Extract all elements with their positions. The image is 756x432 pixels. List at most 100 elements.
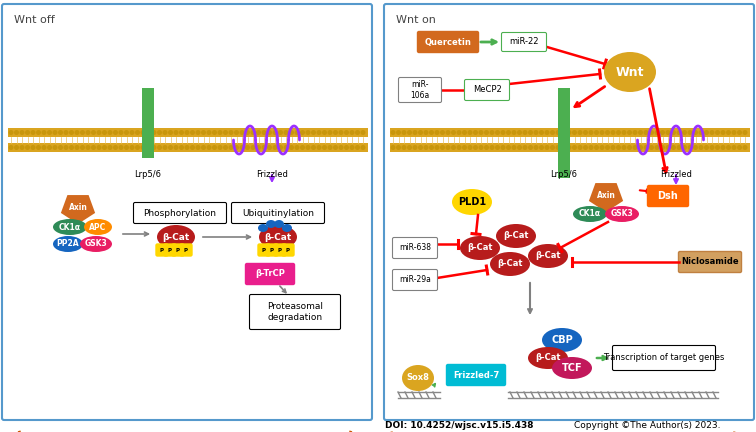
Text: β-Cat: β-Cat xyxy=(497,260,522,269)
Circle shape xyxy=(600,130,605,135)
Circle shape xyxy=(42,130,47,135)
Circle shape xyxy=(212,145,217,150)
Text: Phosphorylation: Phosphorylation xyxy=(144,209,216,217)
Circle shape xyxy=(284,145,289,150)
Circle shape xyxy=(245,130,250,135)
Circle shape xyxy=(588,145,593,150)
Circle shape xyxy=(267,145,272,150)
Text: Frizzled: Frizzled xyxy=(660,170,692,179)
Circle shape xyxy=(333,145,338,150)
Text: Wnt: Wnt xyxy=(615,66,644,79)
Text: Quercetin: Quercetin xyxy=(425,38,472,47)
Circle shape xyxy=(517,145,522,150)
Circle shape xyxy=(544,145,550,150)
Text: Lrp5/6: Lrp5/6 xyxy=(550,170,578,179)
Text: APC: APC xyxy=(89,222,107,232)
Text: DOI: 10.4252/wjsc.v15.i5.438: DOI: 10.4252/wjsc.v15.i5.438 xyxy=(385,420,537,429)
Circle shape xyxy=(250,130,256,135)
Circle shape xyxy=(643,130,649,135)
Circle shape xyxy=(522,130,528,135)
FancyBboxPatch shape xyxy=(258,244,270,256)
Circle shape xyxy=(638,145,643,150)
Circle shape xyxy=(467,145,472,150)
Circle shape xyxy=(737,145,742,150)
Circle shape xyxy=(36,130,41,135)
Circle shape xyxy=(119,130,123,135)
Circle shape xyxy=(517,130,522,135)
Circle shape xyxy=(627,145,632,150)
Circle shape xyxy=(300,145,305,150)
Ellipse shape xyxy=(528,244,568,268)
Circle shape xyxy=(267,130,272,135)
Circle shape xyxy=(401,130,407,135)
Circle shape xyxy=(665,145,671,150)
Circle shape xyxy=(660,145,665,150)
Circle shape xyxy=(583,130,588,135)
Ellipse shape xyxy=(80,236,112,252)
Circle shape xyxy=(605,130,610,135)
Text: P: P xyxy=(286,248,290,252)
Text: Ubiquitinylation: Ubiquitinylation xyxy=(242,209,314,217)
Circle shape xyxy=(396,145,401,150)
Ellipse shape xyxy=(490,252,530,276)
Text: P: P xyxy=(168,248,172,252)
Circle shape xyxy=(278,145,283,150)
Text: Wnt off: Wnt off xyxy=(14,15,54,25)
Circle shape xyxy=(709,130,714,135)
Circle shape xyxy=(445,145,451,150)
Bar xyxy=(390,128,750,137)
Circle shape xyxy=(489,145,494,150)
Circle shape xyxy=(129,130,135,135)
Ellipse shape xyxy=(282,224,292,232)
Circle shape xyxy=(737,130,742,135)
FancyBboxPatch shape xyxy=(246,264,295,285)
Circle shape xyxy=(107,130,113,135)
Circle shape xyxy=(8,145,14,150)
Circle shape xyxy=(506,145,511,150)
Text: P: P xyxy=(278,248,282,252)
Circle shape xyxy=(361,145,365,150)
Circle shape xyxy=(429,145,434,150)
Circle shape xyxy=(693,145,698,150)
Circle shape xyxy=(256,145,261,150)
Circle shape xyxy=(25,145,30,150)
Circle shape xyxy=(671,145,676,150)
FancyBboxPatch shape xyxy=(392,270,438,290)
Circle shape xyxy=(638,130,643,135)
Circle shape xyxy=(223,130,228,135)
Ellipse shape xyxy=(259,225,297,249)
Circle shape xyxy=(484,130,489,135)
FancyBboxPatch shape xyxy=(417,32,479,53)
Text: CK1α: CK1α xyxy=(579,210,601,219)
FancyBboxPatch shape xyxy=(647,185,689,206)
Text: GSK3: GSK3 xyxy=(611,210,634,219)
Circle shape xyxy=(396,130,401,135)
Ellipse shape xyxy=(528,347,568,369)
Text: P: P xyxy=(262,248,266,252)
FancyBboxPatch shape xyxy=(134,203,227,223)
Circle shape xyxy=(344,130,349,135)
Circle shape xyxy=(665,130,671,135)
FancyBboxPatch shape xyxy=(464,79,510,101)
Circle shape xyxy=(141,130,145,135)
Circle shape xyxy=(146,130,151,135)
Bar xyxy=(558,88,570,178)
Circle shape xyxy=(429,130,434,135)
Circle shape xyxy=(339,130,343,135)
Bar xyxy=(390,143,750,152)
Text: Lrp5/6: Lrp5/6 xyxy=(135,170,162,179)
Circle shape xyxy=(69,145,74,150)
Circle shape xyxy=(212,130,217,135)
Ellipse shape xyxy=(53,219,87,235)
FancyBboxPatch shape xyxy=(2,4,372,420)
Ellipse shape xyxy=(274,220,284,228)
Circle shape xyxy=(611,145,615,150)
Text: PLD1: PLD1 xyxy=(458,197,486,207)
Circle shape xyxy=(621,145,627,150)
Circle shape xyxy=(107,145,113,150)
Circle shape xyxy=(627,130,632,135)
Circle shape xyxy=(550,145,555,150)
Circle shape xyxy=(196,145,200,150)
FancyBboxPatch shape xyxy=(172,244,184,256)
Circle shape xyxy=(457,130,461,135)
